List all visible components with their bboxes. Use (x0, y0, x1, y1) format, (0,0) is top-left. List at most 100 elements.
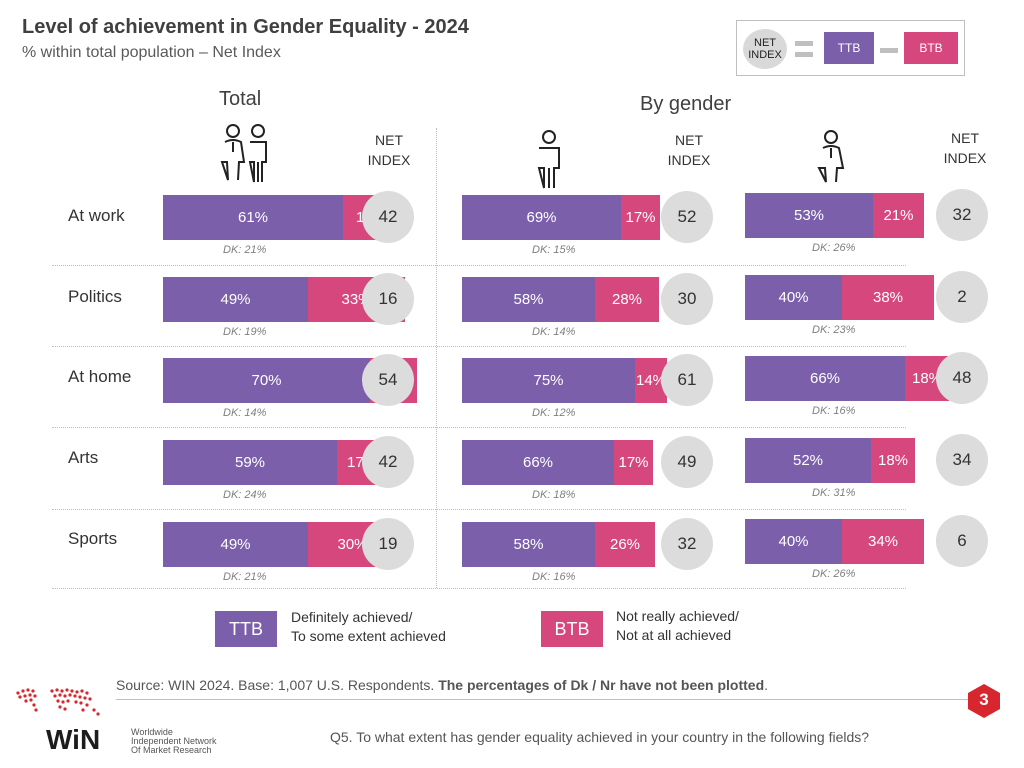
footer-rule (116, 699, 986, 700)
column-divider (436, 128, 437, 588)
dk-label: DK: 21% (223, 571, 267, 583)
dk-label: DK: 21% (223, 244, 267, 256)
logo-tagline-line3: Of Market Research (131, 745, 212, 755)
stacked-bar: 58% 28% (462, 277, 659, 322)
legend-ttb-description: Definitely achieved/ To some extent achi… (291, 608, 446, 646)
stacked-bar: 59%17% (163, 440, 387, 485)
dk-label: DK: 23% (812, 324, 856, 336)
legend-ttb-key: TTB (215, 611, 277, 647)
stacked-bar: 40% 38% (745, 275, 934, 320)
bar-segment-ttb: 75% (462, 358, 635, 403)
net-index-header-line1: NET (675, 132, 703, 148)
stacked-bar: 52% 18% (745, 438, 915, 483)
row-divider (52, 509, 906, 510)
net-index-value: 30 (661, 273, 713, 325)
bar-segment-btb: 17% (614, 440, 653, 485)
dk-label: DK: 24% (223, 489, 267, 501)
net-index-value: 34 (936, 434, 988, 486)
male-icon (537, 130, 560, 189)
bar-segment-btb: 38% (842, 275, 934, 320)
bar-segment-ttb: 70% (163, 358, 370, 403)
source-end: . (764, 677, 769, 693)
stacked-bar: 66% 17% (462, 440, 653, 485)
net-index-value: 19 (362, 518, 414, 570)
legend-btb-line1: Not really achieved/ (616, 608, 739, 624)
row-label-at-home: At home (68, 367, 132, 386)
row-label-sports: Sports (68, 529, 118, 548)
net-index-value: 49 (661, 436, 713, 488)
stacked-bar: 69% 17% (462, 195, 660, 240)
row-label-at-work: At work (68, 206, 125, 225)
bar-segment-ttb: 49% (163, 277, 308, 322)
source-bold-text: The percentages of Dk / Nr have not been… (438, 677, 765, 693)
dk-label: DK: 26% (812, 568, 856, 580)
bar-segment-ttb: 52% (745, 438, 871, 483)
section-total-heading: Total (219, 88, 262, 110)
legend-ttb-line1: Definitely achieved/ (291, 609, 413, 625)
legend-net-label: NET (754, 37, 776, 49)
page-number: 3 (979, 690, 989, 709)
bar-segment-btb: 28% (595, 277, 659, 322)
row-label-arts: Arts (68, 448, 99, 467)
bar-segment-btb: 26% (595, 522, 655, 567)
stacked-bar: 75% 14% (462, 358, 667, 403)
net-index-header-total: NET INDEX (359, 130, 419, 170)
question-text: Q5. To what extent has gender equality a… (330, 729, 870, 745)
row-divider (52, 346, 906, 347)
dk-label: DK: 19% (223, 326, 267, 338)
bar-segment-ttb: 58% (462, 522, 595, 567)
dk-label: DK: 12% (532, 407, 576, 419)
legend-btb-line2: Not at all achieved (616, 627, 732, 643)
bar-segment-ttb: 40% (745, 275, 842, 320)
source-note: Source: WIN 2024. Base: 1,007 U.S. Respo… (116, 677, 768, 693)
people-icon (220, 124, 267, 183)
bar-segment-btb: 34% (842, 519, 924, 564)
net-index-header-line2: INDEX (367, 152, 411, 168)
net-index-header-male: NET INDEX (659, 130, 719, 170)
legend-index-label: INDEX (748, 49, 782, 61)
row-label-politics: Politics (68, 287, 122, 306)
net-index-header-female: NET INDEX (935, 128, 995, 168)
section-by-gender-heading: By gender (640, 93, 732, 115)
net-index-value: 2 (936, 271, 988, 323)
logo-text: WiN (46, 724, 100, 753)
net-index-value: 16 (362, 273, 414, 325)
net-index-header-line1: NET (375, 132, 403, 148)
dk-label: DK: 16% (812, 405, 856, 417)
row-divider (52, 427, 906, 428)
row-divider (52, 265, 906, 266)
female-icon (817, 130, 845, 183)
net-index-value: 54 (362, 354, 414, 406)
page-number-badge (968, 684, 1000, 718)
row-divider (52, 588, 906, 589)
minus-icon (880, 48, 898, 53)
stacked-bar: 53% 21% (745, 193, 924, 238)
dk-label: DK: 14% (532, 326, 576, 338)
win-logo: WiN (16, 688, 100, 753)
legend-ttb-swatch: TTB (824, 32, 874, 64)
net-index-value: 61 (661, 354, 713, 406)
net-index-value: 6 (936, 515, 988, 567)
net-index-value: 42 (362, 191, 414, 243)
net-index-value: 32 (936, 189, 988, 241)
stacked-bar: 49% 30% (163, 522, 397, 567)
net-index-value: 48 (936, 352, 988, 404)
legend-btb-key: BTB (541, 611, 603, 647)
stacked-bar: 40% 34% (745, 519, 924, 564)
bar-segment-btb: 17% (621, 195, 660, 240)
bar-segment-ttb: 58% (462, 277, 595, 322)
bar-segment-ttb: 61% (163, 195, 343, 240)
bar-segment-ttb: 66% (745, 356, 905, 401)
bar-segment-ttb: 66% (462, 440, 614, 485)
logo-tagline: Worldwide Independent Network Of Market … (131, 728, 217, 755)
net-index-value: 52 (661, 191, 713, 243)
legend-btb-swatch: BTB (904, 32, 958, 64)
bar-segment-ttb: 69% (462, 195, 621, 240)
net-index-header-line1: NET (951, 130, 979, 146)
page-subtitle: % within total population – Net Index (22, 44, 281, 61)
dk-label: DK: 18% (532, 489, 576, 501)
legend-net-index-circle: NET INDEX (743, 29, 787, 69)
net-index-header-line2: INDEX (943, 150, 987, 166)
dk-label: DK: 15% (532, 244, 576, 256)
